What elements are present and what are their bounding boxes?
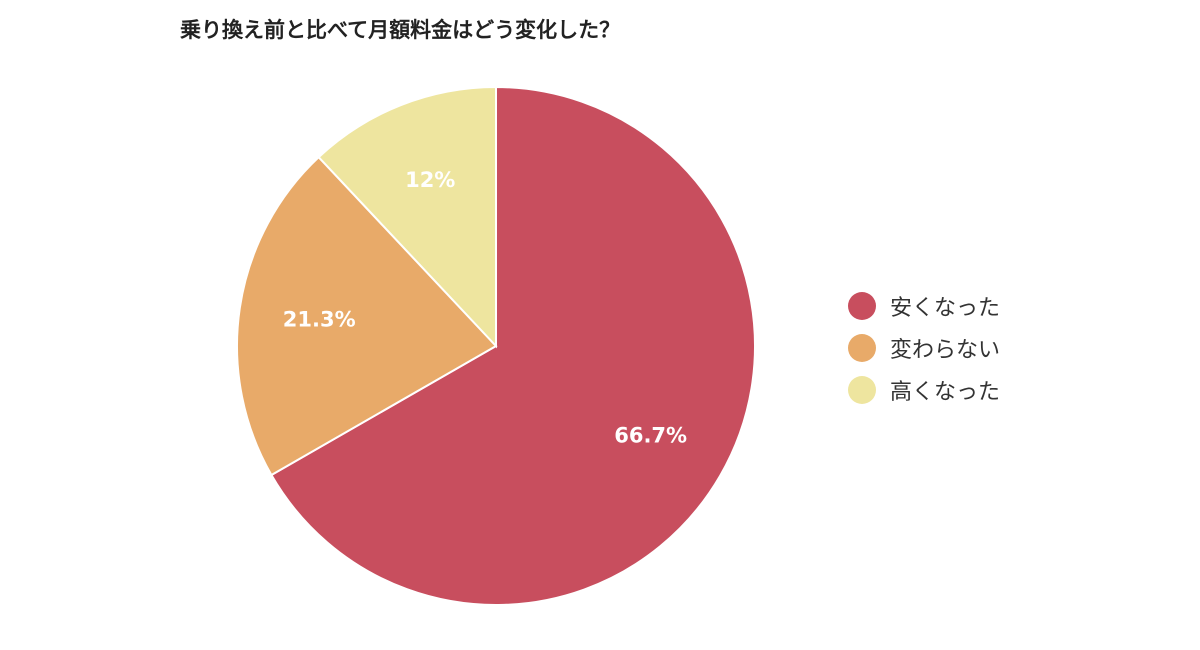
legend-item: 安くなった	[848, 285, 1000, 327]
legend: 安くなった 変わらない 高くなった	[848, 285, 1000, 411]
chart-title: 乗り換え前と比べて月額料金はどう変化した？	[180, 18, 621, 42]
legend-item: 変わらない	[848, 327, 1000, 369]
legend-swatch	[848, 334, 876, 362]
legend-swatch	[848, 376, 876, 404]
pie-slice	[270, 85, 756, 606]
slice-value-label: 21.3%	[283, 308, 356, 332]
legend-swatch	[848, 292, 876, 320]
pie-slice	[317, 85, 497, 349]
pie-slice	[236, 155, 498, 477]
legend-label: 高くなった	[890, 380, 1001, 405]
slice-value-label: 66.7%	[614, 424, 687, 448]
legend-item: 高くなった	[848, 369, 1000, 411]
slice-value-label: 12%	[405, 168, 455, 192]
legend-label: 変わらない	[890, 338, 1001, 363]
legend-label: 安くなった	[890, 296, 1001, 321]
